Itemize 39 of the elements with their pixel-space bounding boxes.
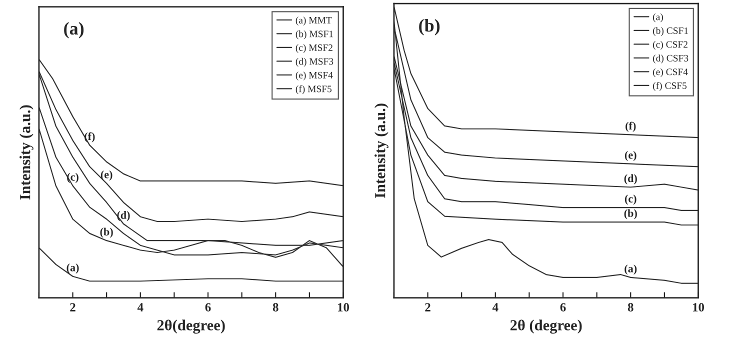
chart-title: (a) <box>64 22 84 38</box>
x-tick-label: 10 <box>693 303 704 312</box>
annotation: (b) <box>624 209 637 220</box>
x-axis-title: 2θ(degree) <box>157 320 225 334</box>
legend-label: (f) CSF5 <box>653 82 687 91</box>
x-tick-label: 6 <box>560 303 566 312</box>
annotation: (e) <box>624 150 636 162</box>
x-tick-label: 2 <box>70 303 76 312</box>
legend-label: (e) MSF4 <box>296 72 333 80</box>
annotation: (f) <box>626 122 636 132</box>
legend-label: (e) CSF4 <box>653 68 688 78</box>
x-tick-label: 2 <box>425 303 430 312</box>
y-axis-title: Intensity (a.u.) <box>374 104 388 198</box>
x-tick-label: 8 <box>272 303 278 312</box>
annotation: (d) <box>117 211 130 222</box>
legend-label: (d) CSF3 <box>653 54 688 64</box>
annotation: (d) <box>624 174 637 184</box>
x-tick-label: 10 <box>338 303 350 312</box>
x-axis-title: 2θ (degree) <box>510 320 582 334</box>
legend-label: (c) CSF2 <box>653 40 688 50</box>
annotation: (b) <box>100 228 113 238</box>
annotation: (c) <box>624 194 636 205</box>
legend-label: (c) MSF2 <box>296 44 332 53</box>
legend-label: (d) MSF3 <box>296 58 334 67</box>
text: (b) <box>419 18 440 36</box>
y-axis-title: Intensity (a.u.) <box>20 105 34 200</box>
legend-label: (a) MMT <box>296 16 332 26</box>
legend-label: (f) MSF5 <box>296 85 332 94</box>
legend-label: (a) <box>653 13 663 22</box>
x-tick-label: 4 <box>137 303 144 312</box>
annotation: (f) <box>84 132 95 142</box>
x-tick-label: 4 <box>492 303 498 312</box>
annotation: (a) <box>624 264 637 275</box>
legend-label: (b) CSF1 <box>653 27 688 36</box>
annotation: (e) <box>100 170 112 181</box>
x-tick-label: 8 <box>628 303 634 312</box>
legend-label: (b) MSF1 <box>296 30 333 40</box>
annotation: (a) <box>66 264 79 274</box>
x-tick-label: 6 <box>205 303 211 312</box>
